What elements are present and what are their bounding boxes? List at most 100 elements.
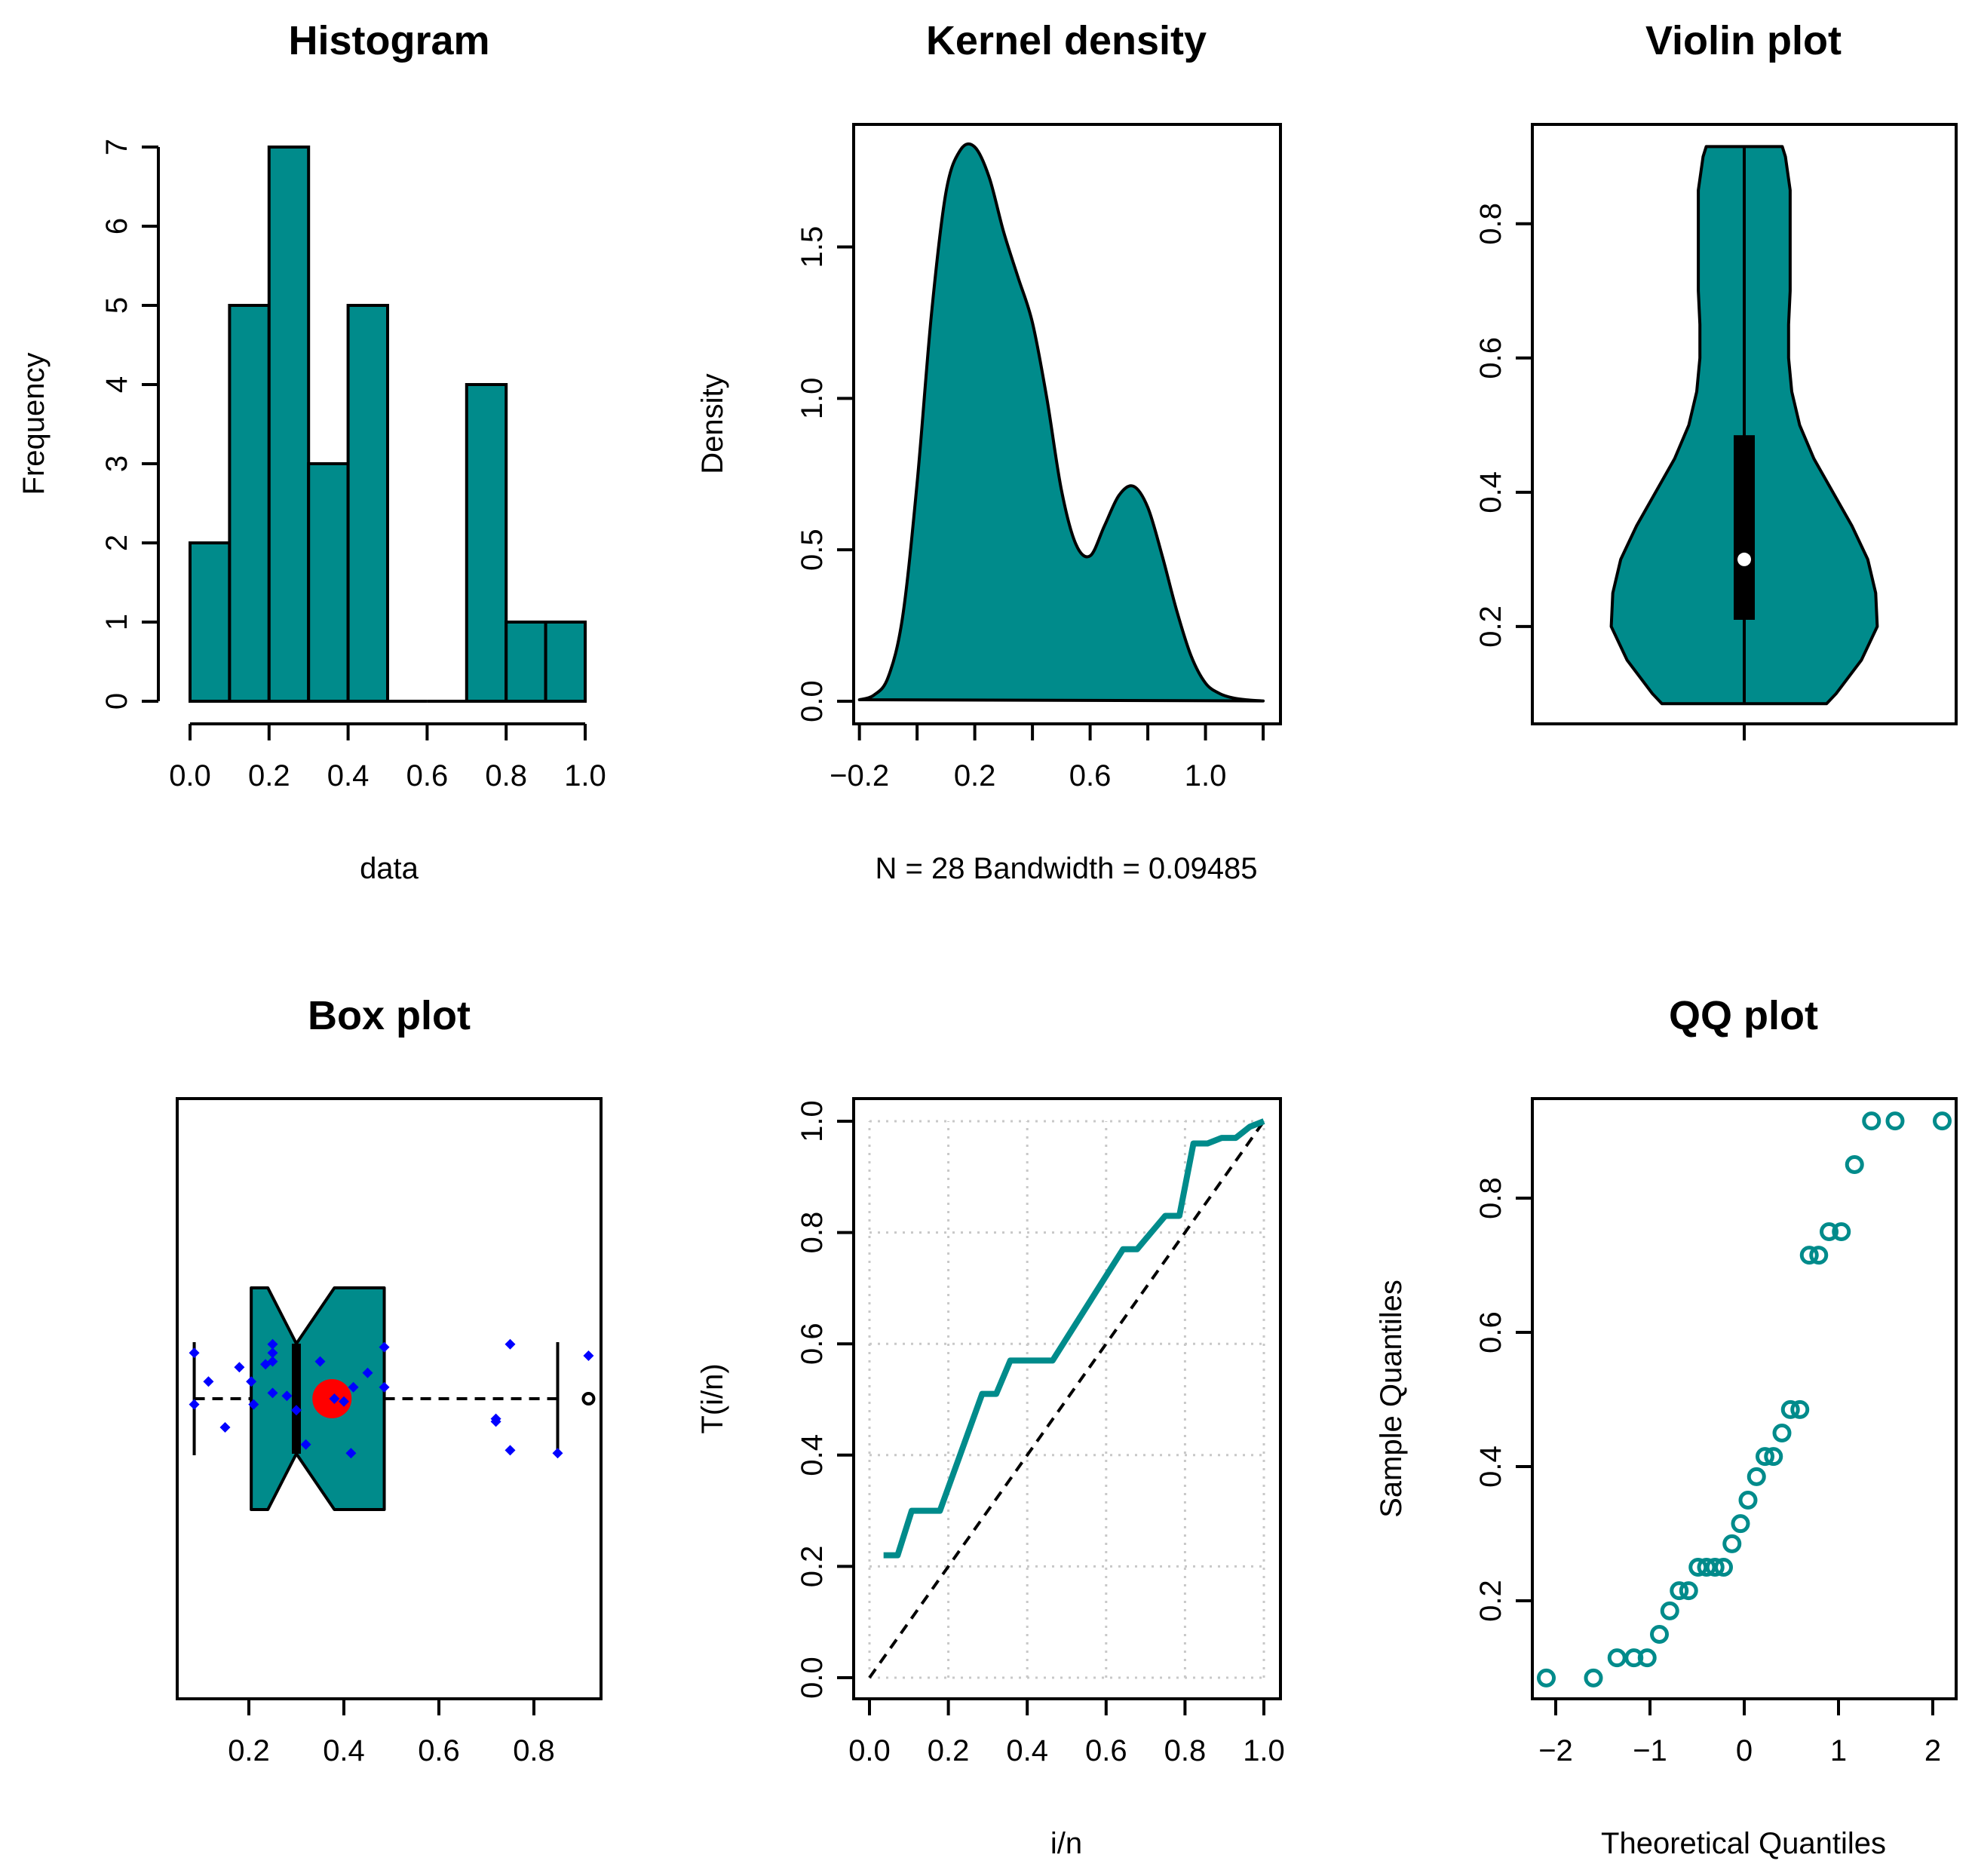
box-plot-x-tick-label: 0.8	[513, 1734, 555, 1767]
box-jitter-point	[246, 1376, 257, 1387]
ttt-plot-y-tick-label: 1.0	[796, 1100, 829, 1142]
qq-data-point	[1809, 1246, 1829, 1265]
box-jitter-point	[339, 1396, 349, 1407]
kernel-density-x-tick-label: 0.2	[954, 759, 996, 792]
histogram-bar	[267, 146, 311, 703]
box-jitter-point	[314, 1356, 326, 1367]
ttt-plot-y-tick-label: 0.8	[796, 1212, 829, 1254]
qq-plot-frame	[1531, 1097, 1958, 1700]
qq-plot-x-tick-label: −2	[1538, 1734, 1573, 1767]
qq-data-point	[1637, 1648, 1657, 1668]
box-jitter-point	[248, 1399, 259, 1410]
qq-plot-y-tick-label: 0.4	[1474, 1445, 1507, 1488]
ttt-plot-y-tick-label: 0.6	[796, 1323, 829, 1365]
histogram-y-tick-label: 2	[100, 535, 133, 551]
histogram-y-tick-label: 4	[100, 376, 133, 393]
kernel-density-x-tick-label: −0.2	[830, 759, 889, 792]
qq-plot-ylabel: Sample Quantiles	[1375, 1280, 1408, 1518]
qq-data-point	[1772, 1424, 1792, 1442]
qq-data-point	[1885, 1111, 1905, 1131]
kernel-density-y-tick-label: 1.5	[796, 226, 829, 268]
qq-plot-y-tick-label: 0.8	[1474, 1177, 1507, 1219]
qq-data-point	[1650, 1625, 1669, 1644]
violin-plot-y-tick-label: 0.4	[1474, 471, 1507, 513]
ttt-plot-panel: 0.0 0.2 0.4 0.6 0.8 1.0 0.0 0.2 0.4 0.6 0.8 1.0	[796, 1097, 1285, 1767]
qq-plot-y-tick-label: 0.2	[1474, 1580, 1507, 1622]
qq-plot-title: QQ plot	[1669, 993, 1818, 1038]
qq-data-point	[1933, 1111, 1952, 1131]
qq-data-point	[1862, 1111, 1881, 1131]
qq-data-point	[1660, 1601, 1679, 1620]
violin-iqr-box	[1734, 435, 1755, 621]
qq-data-point	[1747, 1467, 1766, 1486]
violin-plot-y-tick-label: 0.8	[1474, 203, 1507, 245]
histogram-bar	[307, 462, 350, 703]
box-jitter-point	[504, 1338, 516, 1350]
ttt-plot-x-tick-label: 0.2	[928, 1734, 970, 1767]
kernel-density-x-tick-label: 1.0	[1185, 759, 1227, 792]
box-jitter-point	[348, 1381, 359, 1393]
box-plot-x-tick-label: 0.4	[323, 1734, 365, 1767]
box-jitter-point	[267, 1347, 278, 1359]
box-jitter-point	[362, 1367, 373, 1378]
kernel-density-title: Kernel density	[926, 18, 1207, 63]
histogram-title: Histogram	[288, 18, 489, 63]
histogram-y-tick-label: 6	[100, 218, 133, 234]
qq-data-point	[1756, 1447, 1774, 1467]
box-outlier-point	[581, 1392, 596, 1405]
box-jitter-point	[379, 1381, 390, 1393]
ttt-plot-y-tick-label: 0.2	[796, 1546, 829, 1588]
histogram-x-tick-label: 0.2	[248, 759, 290, 792]
qq-data-point	[1845, 1155, 1864, 1174]
qq-plot-xlabel: Theoretical Quantiles	[1601, 1827, 1886, 1860]
qq-data-point	[1705, 1558, 1725, 1577]
qq-plot-y-tick-label: 0.6	[1474, 1311, 1507, 1353]
qq-data-point	[1714, 1558, 1733, 1577]
kernel-density-curve	[857, 142, 1265, 703]
histogram-x-tick-label: 0.8	[485, 759, 527, 792]
ttt-plot-x-tick-label: 0.6	[1085, 1734, 1127, 1767]
box-jitter-point	[504, 1445, 516, 1456]
violin-plot-y-tick-label: 0.6	[1474, 337, 1507, 379]
histogram-y-tick-label: 0	[100, 693, 133, 710]
box-plot-panel: 0.2 0.4 0.6 0.8	[176, 1097, 603, 1767]
violin-plot-title: Violin plot	[1645, 18, 1842, 63]
histogram-bar	[504, 621, 547, 703]
box-plot-title: Box plot	[308, 993, 471, 1038]
histogram-ylabel: Frequency	[17, 353, 51, 495]
ttt-reference-line	[868, 1120, 1265, 1679]
qq-plot-x-tick-label: 2	[1924, 1734, 1941, 1767]
violin-median-point	[1737, 552, 1751, 566]
box-jitter-point	[267, 1356, 278, 1367]
qq-data-point	[1537, 1668, 1556, 1687]
histogram-bar	[228, 304, 271, 703]
ttt-plot-xlabel: i/n	[1050, 1827, 1082, 1860]
histogram-bar	[346, 304, 390, 703]
histogram-bar	[189, 541, 232, 703]
box-jitter-point	[552, 1448, 563, 1459]
ttt-plot-x-tick-label: 0.0	[848, 1734, 891, 1767]
box-jitter-point	[189, 1347, 200, 1359]
violin-plot-y-tick-label: 0.2	[1474, 605, 1507, 648]
histogram-bar	[465, 383, 508, 703]
qq-data-point	[1607, 1648, 1627, 1668]
box-jitter-point	[203, 1376, 214, 1387]
box-jitter-point	[234, 1362, 245, 1373]
qq-plot-x-tick-label: 0	[1736, 1734, 1753, 1767]
kernel-density-xlabel: N = 28 Bandwidth = 0.09485	[875, 852, 1257, 885]
qq-data-point	[1790, 1399, 1810, 1419]
box-jitter-point	[219, 1422, 231, 1433]
ttt-plot-x-tick-label: 0.4	[1006, 1734, 1048, 1767]
qq-plot-panel: −2 −1 0 1 2 0.2 0.4 0.6 0.8	[1474, 1097, 1958, 1767]
histogram-y-tick-label: 3	[100, 455, 133, 472]
qq-plot-x-tick-label: 1	[1830, 1734, 1847, 1767]
qq-data-point	[1780, 1399, 1800, 1419]
qq-data-point	[1738, 1491, 1758, 1510]
box-jitter-point	[379, 1341, 390, 1353]
box-plot-x-tick-label: 0.2	[228, 1734, 270, 1767]
ttt-plot-ylabel: T(i/n)	[696, 1363, 729, 1433]
box-jitter-point	[300, 1439, 311, 1450]
box-jitter-point	[267, 1387, 278, 1399]
box-plot-x-tick-label: 0.6	[418, 1734, 460, 1767]
